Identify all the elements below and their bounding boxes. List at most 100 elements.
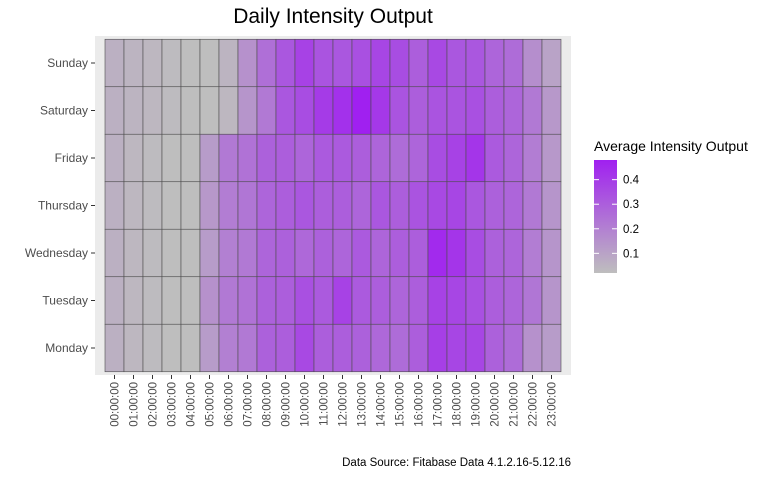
heatmap-cell bbox=[123, 38, 144, 88]
heatmap-cell bbox=[503, 323, 524, 373]
x-tick-label: 15:00:00 bbox=[395, 382, 407, 427]
heatmap-cell bbox=[446, 38, 467, 88]
x-tick-label: 16:00:00 bbox=[414, 382, 426, 427]
x-tick-label: 21:00:00 bbox=[509, 382, 521, 427]
heatmap-cell bbox=[332, 323, 353, 373]
heatmap-cell bbox=[446, 86, 467, 135]
heatmap-cell bbox=[256, 38, 277, 88]
heatmap-cell bbox=[427, 228, 448, 278]
heatmap-cell bbox=[161, 86, 182, 135]
heatmap-cell bbox=[218, 133, 239, 183]
heatmap-cell bbox=[484, 181, 505, 230]
heatmap-cell bbox=[142, 228, 163, 278]
heatmap-cell bbox=[104, 181, 125, 230]
heatmap-cell bbox=[389, 133, 410, 183]
heatmap-cell bbox=[256, 323, 277, 373]
heatmap-cell bbox=[484, 228, 505, 278]
heatmap-cell bbox=[180, 181, 201, 230]
legend-tick-label: 0.1 bbox=[623, 248, 639, 260]
heatmap-cell bbox=[522, 181, 543, 230]
heatmap-cell bbox=[237, 38, 258, 88]
heatmap-cell bbox=[218, 86, 239, 135]
legend-tick-label: 0.3 bbox=[623, 199, 639, 211]
heatmap-cell bbox=[180, 86, 201, 135]
heatmap-cell bbox=[180, 38, 201, 88]
heatmap-cell bbox=[484, 133, 505, 183]
heatmap-cell bbox=[218, 228, 239, 278]
heatmap-cell bbox=[199, 276, 220, 325]
heatmap-cell bbox=[218, 38, 239, 88]
heatmap-cell bbox=[313, 133, 334, 183]
heatmap-cell bbox=[465, 276, 486, 325]
heatmap-cell bbox=[237, 276, 258, 325]
heatmap-cell bbox=[142, 133, 163, 183]
x-tick-label: 08:00:00 bbox=[262, 382, 274, 427]
heatmap-cell bbox=[161, 38, 182, 88]
x-tick-label: 04:00:00 bbox=[186, 382, 198, 427]
heatmap-cell bbox=[484, 38, 505, 88]
x-tick-label: 05:00:00 bbox=[205, 382, 217, 427]
heatmap-cell bbox=[142, 86, 163, 135]
x-tick-label: 03:00:00 bbox=[167, 382, 179, 427]
heatmap-cell bbox=[199, 228, 220, 278]
heatmap-cell bbox=[104, 86, 125, 135]
heatmap-cell bbox=[351, 181, 372, 230]
heatmap-cell bbox=[484, 86, 505, 135]
heatmap-cell bbox=[389, 228, 410, 278]
heatmap-cell bbox=[199, 181, 220, 230]
heatmap-cell bbox=[427, 86, 448, 135]
heatmap-cell bbox=[332, 38, 353, 88]
heatmap-cell bbox=[199, 133, 220, 183]
heatmap-cell bbox=[275, 181, 296, 230]
heatmap-cell bbox=[503, 86, 524, 135]
heatmap-cell bbox=[541, 323, 562, 373]
heatmap-cell bbox=[256, 276, 277, 325]
heatmap-cell bbox=[313, 323, 334, 373]
heatmap-cell bbox=[294, 323, 315, 373]
heatmap-cell bbox=[541, 228, 562, 278]
heatmap-cell bbox=[503, 181, 524, 230]
heatmap-cell bbox=[294, 86, 315, 135]
heatmap-cell bbox=[123, 181, 144, 230]
x-tick-label: 07:00:00 bbox=[243, 382, 255, 427]
heatmap-cell bbox=[313, 228, 334, 278]
heatmap-cell bbox=[465, 228, 486, 278]
heatmap-cell bbox=[142, 323, 163, 373]
heatmap-cell bbox=[332, 276, 353, 325]
y-tick-label: Wednesday bbox=[25, 246, 88, 260]
heatmap-cell bbox=[541, 276, 562, 325]
heatmap-cell bbox=[256, 86, 277, 135]
heatmap-cell bbox=[123, 276, 144, 325]
heatmap-cell bbox=[275, 323, 296, 373]
heatmap-cell bbox=[294, 133, 315, 183]
heatmap-cell bbox=[541, 38, 562, 88]
legend-title: Average Intensity Output bbox=[594, 138, 748, 154]
legend-gradient-bar bbox=[594, 160, 617, 273]
heatmap-cell bbox=[541, 133, 562, 183]
heatmap-cell bbox=[275, 86, 296, 135]
y-tick-label: Monday bbox=[45, 341, 88, 355]
heatmap-cell bbox=[237, 86, 258, 135]
x-tick-label: 11:00:00 bbox=[319, 382, 331, 426]
heatmap-cell bbox=[104, 323, 125, 373]
heatmap-cell bbox=[294, 38, 315, 88]
heatmap-cell bbox=[465, 181, 486, 230]
x-tick-label: 10:00:00 bbox=[300, 382, 312, 427]
heatmap-cell bbox=[256, 181, 277, 230]
heatmap-cell bbox=[256, 133, 277, 183]
x-tick-label: 19:00:00 bbox=[471, 382, 483, 427]
y-tick-label: Friday bbox=[55, 151, 88, 165]
heatmap-cell bbox=[370, 133, 391, 183]
heatmap-cell bbox=[294, 276, 315, 325]
y-tick-label: Saturday bbox=[40, 104, 88, 118]
heatmap-cell bbox=[427, 276, 448, 325]
heatmap-cell bbox=[104, 276, 125, 325]
x-tick-label: 13:00:00 bbox=[357, 382, 369, 427]
x-tick-label: 02:00:00 bbox=[148, 382, 160, 427]
heatmap-cell bbox=[123, 86, 144, 135]
heatmap-cell bbox=[199, 86, 220, 135]
heatmap-cell bbox=[332, 228, 353, 278]
heatmap-cell bbox=[104, 228, 125, 278]
heatmap-cell bbox=[370, 276, 391, 325]
